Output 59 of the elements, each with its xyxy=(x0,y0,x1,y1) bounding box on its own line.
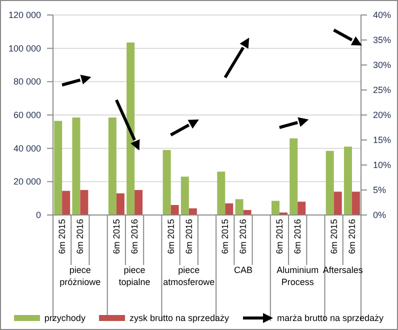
y2-tick-label: 35% xyxy=(373,35,392,45)
bar xyxy=(217,172,226,215)
bar xyxy=(80,190,88,215)
bar xyxy=(326,150,334,215)
bar xyxy=(334,192,342,215)
y-tick-label: 20 000 xyxy=(13,176,41,187)
legend-label: zysk brutto na sprzedaży xyxy=(129,313,229,323)
legend-label: przychody xyxy=(44,313,86,323)
bar xyxy=(62,190,70,215)
y2-tick-label: 20% xyxy=(373,110,392,120)
y-tick-label: 120 000 xyxy=(8,10,41,20)
bar xyxy=(272,200,280,215)
x-tick-label: 6m 2015 xyxy=(328,219,339,254)
y-tick-label: 0 xyxy=(36,210,41,220)
bar xyxy=(72,118,80,215)
text: piece topialne xyxy=(118,265,150,287)
bar xyxy=(180,176,189,215)
x-tick-label: 6m 2016 xyxy=(75,219,86,254)
bar xyxy=(352,192,360,215)
y2-tick-label: 15% xyxy=(373,135,392,145)
x-tick-label: 6m 2015 xyxy=(57,219,68,254)
bar xyxy=(225,203,234,215)
bar xyxy=(170,205,179,215)
bar xyxy=(344,146,352,215)
y-tick-label: 60 000 xyxy=(13,110,41,120)
bar xyxy=(134,190,143,215)
y2-tick-label: 25% xyxy=(373,85,392,95)
text: piece próżniowe xyxy=(60,265,101,287)
bar xyxy=(162,150,171,215)
x-tick-label: 6m 2015 xyxy=(220,219,230,254)
text: Aluminium Process xyxy=(276,265,319,287)
y-tick-label: 40 000 xyxy=(13,143,41,154)
y2-tick-label: 10% xyxy=(373,160,392,170)
y-tick-label: 80 000 xyxy=(13,76,41,87)
text: Aftersales xyxy=(322,265,364,275)
bar xyxy=(235,199,244,215)
bar xyxy=(188,208,197,215)
text: piece atmosferowe xyxy=(163,265,215,287)
x-tick-label: 6m 2016 xyxy=(184,219,194,254)
y2-tick-label: 30% xyxy=(373,60,392,70)
x-tick-label: 6m 2015 xyxy=(274,219,284,254)
x-tick-label: 6m 2016 xyxy=(238,219,248,254)
x-tick-label: 6m 2016 xyxy=(346,219,357,254)
bar xyxy=(243,210,252,215)
y2-tick-label: 5% xyxy=(373,185,386,195)
y-tick-label: 100 000 xyxy=(8,43,41,54)
x-tick-label: 6m 2016 xyxy=(130,219,140,254)
text: CAB xyxy=(234,265,252,275)
x-tick-label: 6m 2015 xyxy=(111,219,122,254)
bar xyxy=(108,118,116,215)
bar xyxy=(116,193,124,215)
bar xyxy=(54,120,62,215)
x-tick-label: 6m 2015 xyxy=(166,219,176,254)
y2-tick-label: 0% xyxy=(373,210,386,220)
x-tick-label: 6m 2016 xyxy=(292,219,303,254)
bar xyxy=(290,138,298,215)
legend-label: marża brutto na sprzedaży xyxy=(277,313,384,323)
y2-tick-label: 40% xyxy=(373,10,392,20)
bar xyxy=(298,202,306,215)
